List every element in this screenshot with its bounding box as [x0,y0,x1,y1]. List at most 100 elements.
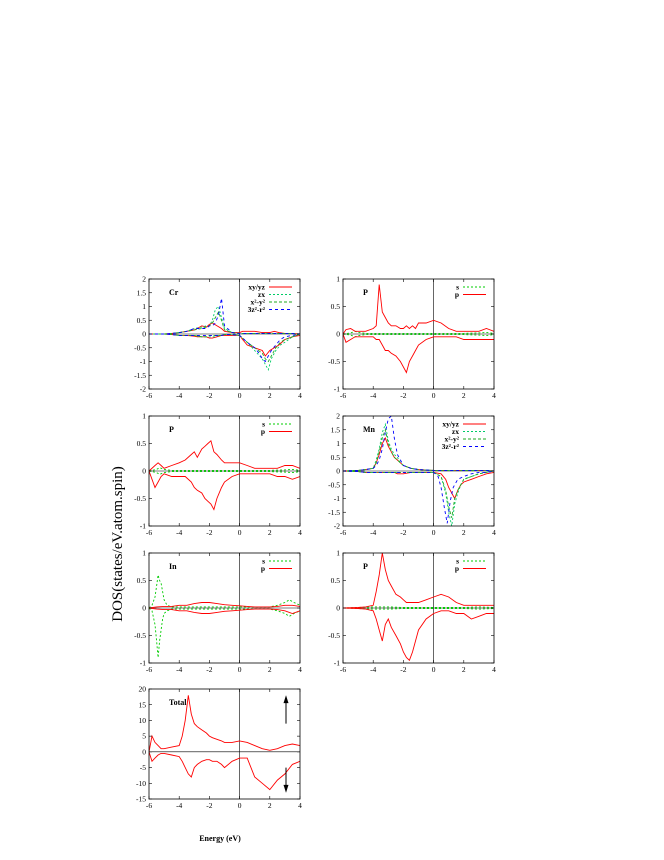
legend-label: p [261,427,265,436]
y-tick-label: -1 [140,357,146,366]
x-axis-label: Energy (eV) [199,834,241,843]
legend-label: p [261,564,265,573]
y-tick-label: 0 [336,467,340,476]
y-tick-label: 0 [336,330,340,339]
x-tick-label: -2 [206,528,212,537]
legend-label: xy/yz [248,283,265,292]
panel-label: P [169,425,174,434]
y-tick-label: 5 [142,732,146,741]
y-tick-label: 10 [139,716,147,725]
series-line-4-spin-down [149,333,300,363]
x-tick-label: 0 [432,391,436,400]
x-tick-label: -4 [370,665,376,674]
x-tick-label: 4 [298,528,302,537]
series-line-1-spin-down [343,607,494,610]
series-line-2-spin-up [343,284,494,335]
y-tick-label: 1 [142,412,146,421]
legend-label: 3z²-r² [248,305,266,314]
series-line-1-spin-down [343,470,494,500]
y-tick-label: 0.5 [137,316,147,325]
x-tick-label: 2 [268,391,272,400]
x-tick-label: 4 [492,528,496,537]
x-tick-label: -6 [340,391,346,400]
series-line-3-spin-down [149,333,300,363]
y-tick-label: 1 [336,275,340,284]
y-tick-label: 0.5 [137,439,147,448]
series-line-4-spin-down [343,470,494,524]
x-tick-label: -6 [146,801,152,810]
x-tick-label: -6 [146,528,152,537]
panel-1: -2 -1.5 -1 -0.5 0 0.5 1 1.5 2 -6 -4 -2 0 2 4 Cr xy/yzzxx… [134,275,302,400]
x-tick-label: 0 [432,665,436,674]
x-tick-label: -2 [400,391,406,400]
panel-label: Total [169,698,187,707]
y-tick-label: -1.5 [134,371,146,380]
y-tick-label: 2 [142,275,146,284]
series-line-1-spin-down [149,470,300,475]
x-tick-label: -4 [370,528,376,537]
plot-frame [148,688,301,800]
y-tick-label: 0 [142,330,146,339]
x-tick-label: 2 [268,528,272,537]
y-tick-label: 0 [142,747,146,756]
y-tick-label: 1.5 [137,288,147,297]
x-tick-label: 4 [492,665,496,674]
series-line-1-spin-up [343,606,494,609]
y-tick-label: 0 [142,467,146,476]
x-tick-label: 2 [462,528,466,537]
x-tick-label: -6 [146,391,152,400]
legend-label: p [455,564,459,573]
series-line-1-spin-up [149,574,300,609]
panel-6: -1 -0.5 0 0.5 1 -6 -4 -2 0 2 4 Psp [328,549,496,674]
legend-label: x²-y² [445,435,460,444]
y-tick-label: 0 [142,604,146,613]
legend-label: zx [258,290,265,299]
y-tick-label: -2 [140,385,146,394]
legend-label: x²-y² [251,298,266,307]
y-tick-label: 1 [336,439,340,448]
x-tick-label: 0 [238,801,242,810]
panel-4: -2 -1.5 -1 -0.5 0 0.5 1 1.5 2 -6 -4 -2 0 2 4 Mn xy/yzzxx… [328,412,496,537]
curves [343,416,494,526]
x-tick-label: 2 [268,801,272,810]
y-tick-label: -15 [136,795,146,804]
series-line-3-spin-up [343,428,494,472]
y-tick-label: -2 [334,522,340,531]
x-tick-label: 4 [298,391,302,400]
curves [149,439,300,511]
y-tick-label: -1.5 [328,508,340,517]
series-line-1-spin-down [149,607,300,658]
x-tick-label: -6 [340,528,346,537]
legend-label: s [456,557,459,566]
series-line-2-spin-up [343,553,494,609]
x-tick-label: 0 [238,391,242,400]
panel-5: -1 -0.5 0 0.5 1 -6 -4 -2 0 2 4 In sp [134,549,302,674]
series-line-1-spin-down [149,333,300,357]
panel-label: P [363,562,368,571]
x-tick-label: 4 [298,665,302,674]
series-line-1-spin-up [343,436,494,472]
y-tick-label: -0.5 [134,631,146,640]
series-line-2-spin-up [149,602,300,609]
curves [149,695,300,791]
x-tick-label: -4 [176,665,182,674]
spin-down-arrowhead [283,784,289,793]
x-tick-label: 2 [268,665,272,674]
x-tick-label: -4 [176,528,182,537]
y-tick-label: 1 [142,302,146,311]
y-tick-label: -1 [140,522,146,531]
y-tick-label: 0 [336,604,340,613]
y-tick-label: -1 [140,659,146,668]
series-line-2-spin-down [343,607,494,662]
curves [149,574,300,658]
legend-label: s [456,283,459,292]
x-tick-label: 0 [238,528,242,537]
panel-7: -15 -10 -5 0 5 10 15 20 -6 -4 -2 0 2 4 Total [136,685,302,810]
series-line-4-spin-up [149,298,300,335]
y-tick-label: -0.5 [134,343,146,352]
x-tick-label: -2 [400,528,406,537]
y-tick-label: -1 [334,494,340,503]
x-tick-label: 2 [462,665,466,674]
y-tick-label: -1 [334,385,340,394]
y-tick-label: 1 [336,549,340,558]
